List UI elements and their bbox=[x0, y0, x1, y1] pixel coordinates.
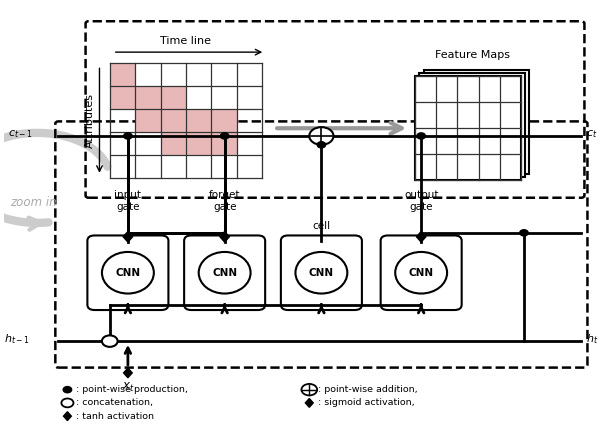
Text: input
gate: input gate bbox=[115, 190, 142, 212]
Circle shape bbox=[301, 384, 317, 396]
Ellipse shape bbox=[395, 252, 447, 293]
Polygon shape bbox=[123, 231, 132, 242]
Text: zoom in: zoom in bbox=[10, 196, 56, 209]
Bar bbox=[160, 109, 186, 132]
Text: $c_t$: $c_t$ bbox=[586, 128, 597, 140]
Bar bbox=[135, 86, 160, 109]
Polygon shape bbox=[417, 231, 426, 242]
Bar bbox=[423, 70, 529, 174]
FancyBboxPatch shape bbox=[87, 235, 168, 310]
Text: CNN: CNN bbox=[212, 268, 237, 278]
Text: $h_{t-1}$: $h_{t-1}$ bbox=[4, 332, 30, 346]
FancyBboxPatch shape bbox=[281, 235, 362, 310]
Text: : tanh activation: : tanh activation bbox=[76, 412, 154, 420]
Text: cell: cell bbox=[312, 222, 331, 231]
Bar bbox=[135, 109, 160, 132]
Bar bbox=[211, 109, 237, 132]
Circle shape bbox=[62, 398, 73, 407]
Text: : point-wise addition,: : point-wise addition, bbox=[318, 385, 418, 394]
Text: $h_t$: $h_t$ bbox=[586, 332, 598, 346]
Bar bbox=[186, 132, 211, 155]
Bar bbox=[160, 132, 186, 155]
Polygon shape bbox=[220, 231, 229, 242]
Polygon shape bbox=[124, 368, 132, 378]
Circle shape bbox=[220, 133, 229, 139]
Bar bbox=[160, 86, 186, 109]
Text: output
gate: output gate bbox=[404, 190, 439, 212]
Text: CNN: CNN bbox=[115, 268, 140, 278]
Text: CNN: CNN bbox=[309, 268, 334, 278]
Bar bbox=[415, 76, 521, 180]
Text: $x_t$: $x_t$ bbox=[121, 381, 134, 394]
Text: CNN: CNN bbox=[409, 268, 434, 278]
Text: $c_{t-1}$: $c_{t-1}$ bbox=[9, 128, 34, 140]
Text: forget
gate: forget gate bbox=[209, 190, 240, 212]
Circle shape bbox=[417, 133, 425, 139]
Circle shape bbox=[63, 387, 71, 393]
Text: Attributes: Attributes bbox=[85, 93, 95, 148]
Ellipse shape bbox=[199, 252, 251, 293]
Text: Time line: Time line bbox=[160, 36, 212, 46]
Polygon shape bbox=[306, 398, 313, 407]
Text: Feature Maps: Feature Maps bbox=[435, 50, 510, 59]
Circle shape bbox=[317, 142, 326, 148]
FancyBboxPatch shape bbox=[184, 235, 265, 310]
Text: : sigmoid activation,: : sigmoid activation, bbox=[318, 398, 415, 408]
Ellipse shape bbox=[295, 252, 347, 293]
Bar bbox=[211, 132, 237, 155]
Text: : concatenation,: : concatenation, bbox=[76, 398, 154, 408]
Bar bbox=[419, 73, 525, 177]
Bar bbox=[110, 63, 135, 86]
FancyBboxPatch shape bbox=[381, 235, 462, 310]
Bar bbox=[186, 109, 211, 132]
Circle shape bbox=[124, 133, 132, 139]
Bar bbox=[110, 86, 135, 109]
Polygon shape bbox=[63, 412, 71, 420]
Circle shape bbox=[102, 335, 118, 347]
Text: : point-wise production,: : point-wise production, bbox=[76, 385, 188, 394]
Circle shape bbox=[520, 230, 528, 236]
Circle shape bbox=[309, 127, 334, 145]
Ellipse shape bbox=[102, 252, 154, 293]
